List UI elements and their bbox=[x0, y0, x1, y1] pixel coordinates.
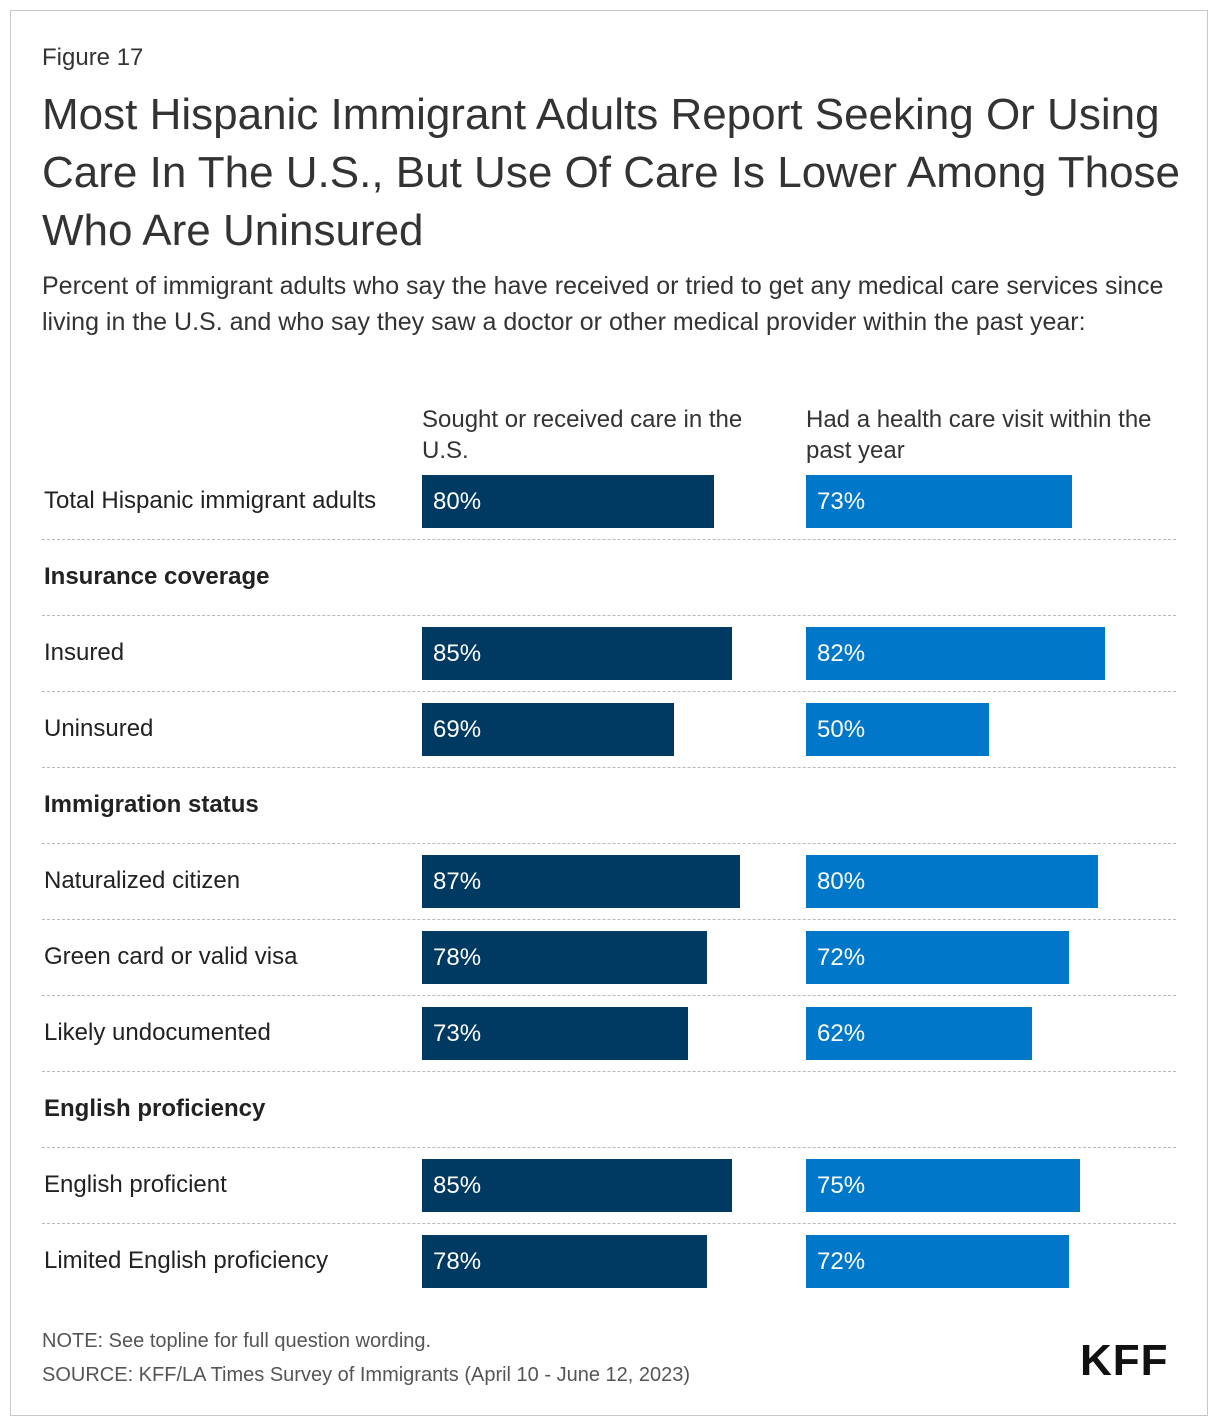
data-label: 62% bbox=[817, 1020, 866, 1047]
row-divider bbox=[42, 539, 1176, 540]
bar-health-visit: 75% bbox=[806, 1159, 1080, 1212]
bar-health-visit: 50% bbox=[806, 703, 989, 756]
footer-source: SOURCE: KFF/LA Times Survey of Immigrant… bbox=[42, 1364, 691, 1386]
chart-row: Naturalized citizen 87% 80% bbox=[42, 855, 1176, 931]
section-label: English proficiency bbox=[44, 1095, 266, 1122]
category-label: English proficient bbox=[44, 1171, 227, 1198]
bar-sought-care: 73% bbox=[422, 1007, 688, 1060]
bar-sought-care: 78% bbox=[422, 1235, 707, 1288]
data-label: 73% bbox=[817, 488, 866, 515]
row-divider bbox=[42, 767, 1176, 768]
bar-health-visit: 72% bbox=[806, 931, 1069, 984]
section-header-row: English proficiency bbox=[42, 1083, 1176, 1159]
category-label: Green card or valid visa bbox=[44, 943, 298, 970]
data-label: 50% bbox=[817, 716, 866, 743]
chart-row: English proficient 85% 75% bbox=[42, 1159, 1176, 1235]
bar-sought-care: 69% bbox=[422, 703, 674, 756]
category-label: Uninsured bbox=[44, 715, 154, 742]
data-label: 80% bbox=[433, 488, 482, 515]
row-divider bbox=[42, 843, 1176, 844]
row-divider bbox=[42, 615, 1176, 616]
bar-health-visit: 82% bbox=[806, 627, 1105, 680]
chart-row: Likely undocumented 73% 62% bbox=[42, 1007, 1176, 1083]
footer-note: NOTE: See topline for full question word… bbox=[42, 1330, 432, 1352]
figure-label: Figure 17 bbox=[42, 44, 144, 71]
row-divider bbox=[42, 1147, 1176, 1148]
data-label: 82% bbox=[817, 640, 866, 667]
figure-frame bbox=[10, 10, 1208, 1416]
category-label: Likely undocumented bbox=[44, 1019, 271, 1046]
data-label: 72% bbox=[817, 1248, 866, 1275]
chart-title: Most Hispanic Immigrant Adults Report Se… bbox=[42, 90, 1181, 255]
data-label: 69% bbox=[433, 716, 482, 743]
bar-health-visit: 62% bbox=[806, 1007, 1032, 1060]
bar-sought-care: 78% bbox=[422, 931, 707, 984]
bar-sought-care: 85% bbox=[422, 627, 732, 680]
data-label: 87% bbox=[433, 868, 482, 895]
series-header-sought-care: Sought or received care in the U.S. bbox=[422, 406, 743, 464]
section-header-row: Immigration status bbox=[42, 779, 1176, 855]
row-divider bbox=[42, 1223, 1176, 1224]
data-label: 75% bbox=[817, 1172, 866, 1199]
bar-sought-care: 87% bbox=[422, 855, 740, 908]
section-label: Immigration status bbox=[44, 791, 259, 818]
chart-row: Total Hispanic immigrant adults 80% 73% bbox=[42, 475, 1176, 551]
data-label: 85% bbox=[433, 640, 482, 667]
data-label: 85% bbox=[433, 1172, 482, 1199]
chart-subtitle: Percent of immigrant adults who say the … bbox=[42, 272, 1164, 336]
category-label: Limited English proficiency bbox=[44, 1247, 329, 1274]
bar-health-visit: 80% bbox=[806, 855, 1098, 908]
bar-health-visit: 72% bbox=[806, 1235, 1069, 1288]
data-label: 80% bbox=[817, 868, 866, 895]
bar-sought-care: 85% bbox=[422, 1159, 732, 1212]
chart-row: Limited English proficiency 78% 72% bbox=[42, 1235, 1176, 1311]
category-label: Total Hispanic immigrant adults bbox=[44, 487, 377, 514]
chart-row: Uninsured 69% 50% bbox=[42, 703, 1176, 779]
row-divider bbox=[42, 919, 1176, 920]
kff-logo: KFF bbox=[1080, 1336, 1169, 1385]
row-divider bbox=[42, 691, 1176, 692]
row-divider bbox=[42, 1071, 1176, 1072]
data-label: 73% bbox=[433, 1020, 482, 1047]
data-label: 78% bbox=[433, 1248, 482, 1275]
section-header-row: Insurance coverage bbox=[42, 551, 1176, 627]
section-label: Insurance coverage bbox=[44, 563, 270, 590]
bar-health-visit: 73% bbox=[806, 475, 1072, 528]
series-header-health-visit: Had a health care visit within the past … bbox=[806, 406, 1152, 464]
chart-row: Insured 85% 82% bbox=[42, 627, 1176, 703]
data-label: 78% bbox=[433, 944, 482, 971]
row-divider bbox=[42, 995, 1176, 996]
chart-row: Green card or valid visa 78% 72% bbox=[42, 931, 1176, 1007]
data-label: 72% bbox=[817, 944, 866, 971]
bar-sought-care: 80% bbox=[422, 475, 714, 528]
category-label: Insured bbox=[44, 639, 125, 666]
category-label: Naturalized citizen bbox=[44, 867, 241, 894]
